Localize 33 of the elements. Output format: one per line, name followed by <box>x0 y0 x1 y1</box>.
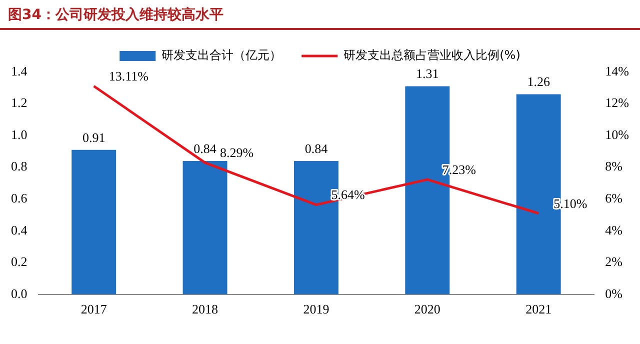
data-label: 1.31 <box>416 66 439 82</box>
y2-tick-label: 6% <box>605 190 623 206</box>
y-tick-label: 1.2 <box>11 95 28 110</box>
chart-title: 图34：公司研发投入维持较高水平 <box>0 0 640 30</box>
y2-tick-label: 12% <box>605 95 630 110</box>
data-label: 0.84 <box>304 140 328 156</box>
bar <box>182 160 228 294</box>
x-tick-label: 2017 <box>80 302 108 317</box>
y-tick-label: 0.4 <box>11 222 28 238</box>
y2-tick-label: 4% <box>605 222 623 238</box>
y-tick-label: 0.2 <box>11 254 28 270</box>
x-tick-label: 2019 <box>303 302 330 317</box>
y2-tick-label: 2% <box>605 254 623 270</box>
y2-tick-label: 10% <box>605 126 630 142</box>
y-tick-label: 0.8 <box>11 158 28 174</box>
x-tick-label: 2018 <box>192 302 218 317</box>
data-label: 0.84 <box>194 140 217 156</box>
legend-label: 研发支出总额占营业收入比例(%) <box>344 48 520 62</box>
data-label: 1.26 <box>527 74 550 90</box>
y2-tick-label: 0% <box>605 286 623 301</box>
y2-tick-label: 8% <box>605 158 623 174</box>
y2-tick-label: 14% <box>605 63 630 78</box>
y-tick-label: 0.6 <box>11 190 28 206</box>
data-label: 0.91 <box>82 130 106 145</box>
legend-label: 研发支出合计（亿元） <box>162 48 282 62</box>
x-tick-label: 2020 <box>414 302 440 317</box>
y-tick-label: 1.0 <box>11 126 28 142</box>
data-label: 13.11% <box>108 68 149 84</box>
data-label: 8.29% <box>220 145 254 160</box>
bar <box>72 150 116 294</box>
y-tick-label: 0.0 <box>11 286 28 301</box>
x-tick-label: 2021 <box>526 302 552 317</box>
y-tick-label: 1.4 <box>11 63 28 78</box>
